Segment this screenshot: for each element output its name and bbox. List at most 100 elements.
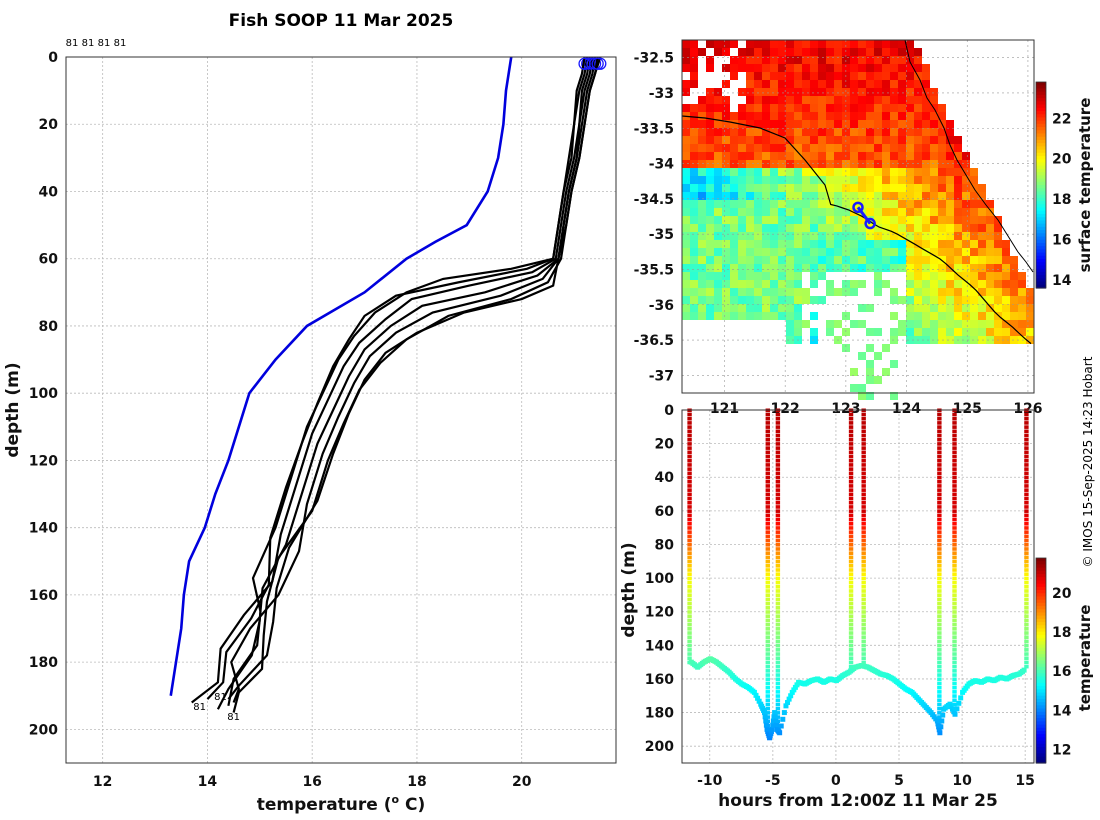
sst-cell xyxy=(898,64,906,72)
temperature-colorbar-band xyxy=(1036,676,1046,681)
sst-cell xyxy=(698,200,706,208)
sst-cell xyxy=(778,104,786,112)
sst-cell xyxy=(986,232,994,240)
sst-cell xyxy=(1002,312,1010,320)
section-cast-point xyxy=(687,425,692,429)
section-cast-point xyxy=(765,555,770,560)
sst-cell xyxy=(954,240,962,248)
sst-cell xyxy=(946,152,954,160)
sst-cell xyxy=(746,120,754,128)
sst-cell xyxy=(962,304,970,312)
temperature-colorbar-band xyxy=(1036,570,1046,575)
temperature-colorbar-band xyxy=(1036,583,1046,588)
section-cast-point xyxy=(952,568,957,572)
sst-colorbar-band xyxy=(1036,178,1046,183)
sst-cell xyxy=(906,136,914,144)
section-cast-point xyxy=(848,597,854,602)
sst-cell xyxy=(890,144,898,152)
sst-cell xyxy=(730,160,738,168)
sst-cell xyxy=(818,128,826,136)
sst-cell xyxy=(946,296,954,304)
section-cast-point xyxy=(861,660,866,665)
sst-cell xyxy=(898,56,906,64)
temperature-colorbar-band xyxy=(1036,657,1046,662)
sst-colorbar-band xyxy=(1036,101,1046,106)
sst-cell xyxy=(810,232,818,240)
sst-cell xyxy=(722,160,730,168)
sst-cell xyxy=(794,56,802,64)
temperature-colorbar-band xyxy=(1036,753,1046,758)
sst-cell xyxy=(954,232,962,240)
sst-cell xyxy=(922,232,930,240)
section-cast-point xyxy=(687,563,692,568)
sst-cell xyxy=(698,96,706,104)
sst-cell xyxy=(738,272,746,280)
sst-cell xyxy=(698,280,706,288)
sst-cell xyxy=(994,304,1002,312)
temperature-colorbar-band xyxy=(1036,743,1046,748)
sst-cell xyxy=(698,48,706,56)
profile-gridlines xyxy=(66,56,616,763)
section-cast-point xyxy=(861,509,866,513)
temperature-colorbar-band xyxy=(1036,695,1046,700)
section-bottom-point xyxy=(780,716,786,722)
sst-cell xyxy=(778,288,786,296)
sst-cell xyxy=(938,144,946,152)
map-lat-tick-label: -34.5 xyxy=(634,192,674,208)
section-cast-point xyxy=(765,437,770,442)
sst-cell xyxy=(922,264,930,272)
sst-cell xyxy=(890,232,898,240)
profile-end-label: 81 xyxy=(193,702,206,713)
section-cast-point xyxy=(775,505,781,509)
temperature-colorbar-band xyxy=(1036,558,1046,562)
section-cast-point xyxy=(775,559,781,564)
section-bottom-point xyxy=(958,695,964,701)
sst-cell xyxy=(858,232,866,240)
section-cast-point xyxy=(861,656,866,661)
coastline xyxy=(904,39,1034,273)
section-cast-point xyxy=(765,648,770,652)
profile-line xyxy=(230,56,597,703)
sst-cell xyxy=(930,312,938,320)
sst-cell xyxy=(738,200,746,208)
sst-cell xyxy=(986,280,994,288)
sst-cell xyxy=(930,200,938,208)
sst-cell xyxy=(746,304,754,312)
sst-cell xyxy=(770,168,778,176)
section-cast-point xyxy=(848,492,854,497)
sst-cell xyxy=(714,280,722,288)
section-cast-point xyxy=(937,433,942,438)
sst-cell xyxy=(946,192,954,200)
section-cast-point xyxy=(775,580,781,585)
sst-cell xyxy=(834,128,842,136)
sst-cell xyxy=(722,248,730,256)
sst-cell xyxy=(994,320,1002,328)
sst-cell xyxy=(682,120,690,128)
section-cast-point xyxy=(861,437,866,442)
sst-cell xyxy=(906,128,914,136)
sst-cell xyxy=(834,192,842,200)
sst-cell xyxy=(922,88,930,96)
section-cast-point xyxy=(775,694,781,698)
section-cast-point xyxy=(952,496,957,501)
section-cast-point xyxy=(848,500,854,505)
sst-cell xyxy=(802,264,810,272)
sst-cell xyxy=(722,240,730,248)
sst-cell xyxy=(938,160,946,168)
sst-cell xyxy=(874,72,882,80)
sst-cell xyxy=(818,256,826,264)
sst-cell xyxy=(730,240,738,248)
sst-cell xyxy=(890,216,898,224)
sst-cell xyxy=(858,384,866,392)
sst-cell xyxy=(690,120,698,128)
section-cast-point xyxy=(765,727,770,732)
section-cast-point xyxy=(952,500,957,505)
sst-cell xyxy=(762,208,770,216)
section-x-tick-label: -5 xyxy=(765,773,781,789)
section-cast-point xyxy=(937,513,942,518)
section-cast-point xyxy=(861,416,866,421)
sst-cell xyxy=(690,280,698,288)
sst-cell xyxy=(914,136,922,144)
sst-cell xyxy=(786,200,794,208)
sst-cell xyxy=(970,168,978,176)
